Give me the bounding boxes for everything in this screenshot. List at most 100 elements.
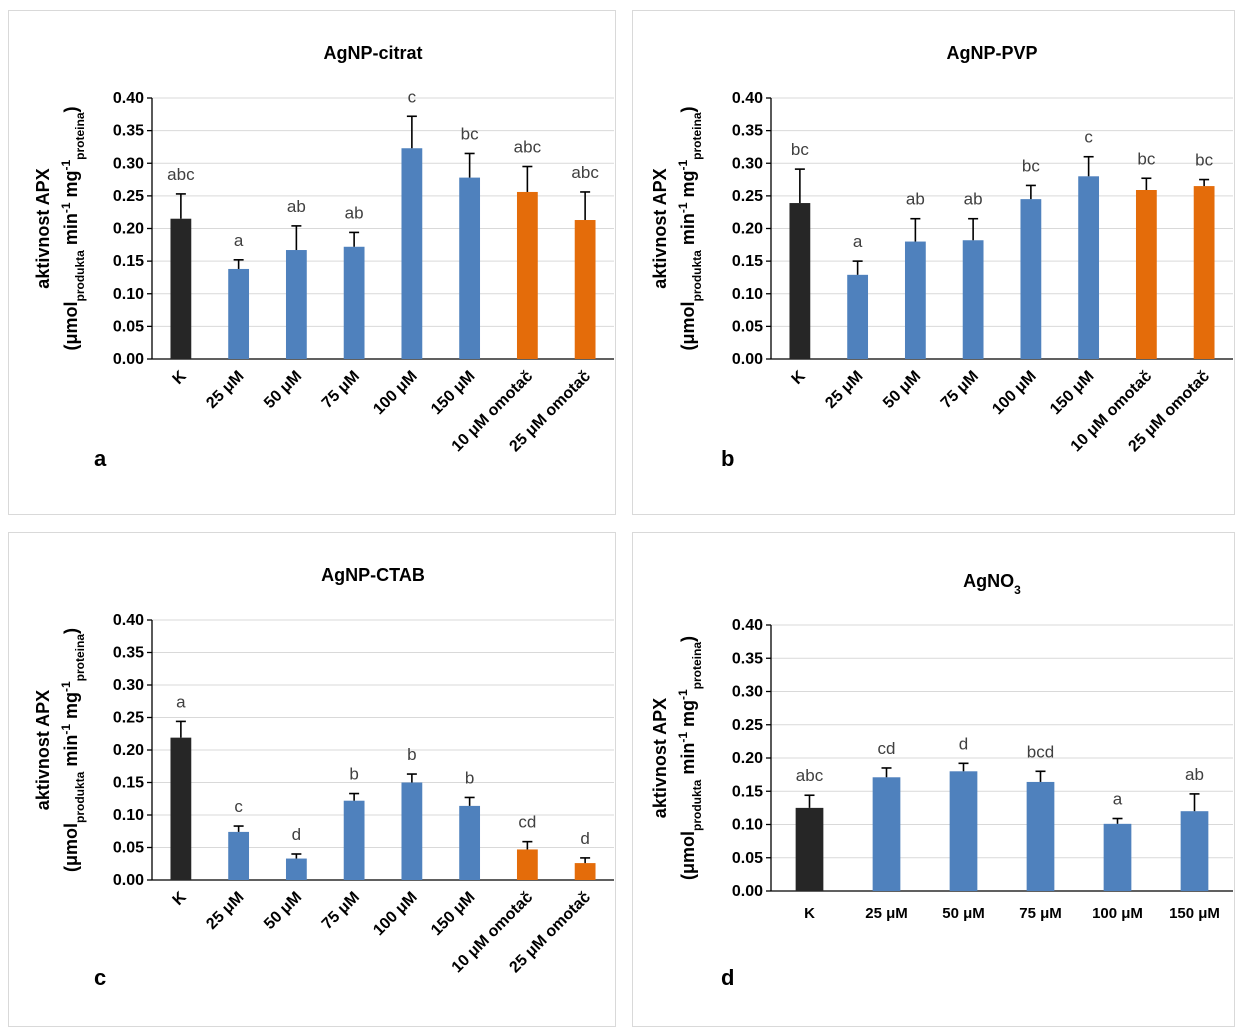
y-tick-label: 0.40 <box>732 617 763 634</box>
y-axis-label-line2: (μmolprodukta min-1 mg-1proteina) <box>676 106 704 350</box>
significance-label-0: bc <box>791 140 809 159</box>
significance-label-1: c <box>234 797 243 816</box>
significance-label-6: cd <box>518 813 536 832</box>
bar-4 <box>1103 823 1132 891</box>
significance-label-3: ab <box>345 203 364 222</box>
y-tick-label: 0.05 <box>113 840 144 857</box>
y-tick-label: 0.15 <box>732 253 763 270</box>
y-axis-label-line1: aktivnost APX <box>33 690 53 810</box>
y-tick-label: 0.25 <box>732 717 763 734</box>
y-tick-label: 0.20 <box>732 750 763 767</box>
y-axis-label-line1: aktivnost APX <box>650 168 670 288</box>
significance-label-3: ab <box>964 190 983 209</box>
x-tick-label-1: 25 μM <box>822 368 866 412</box>
x-tick-label-5: 150 μM <box>428 368 478 418</box>
significance-label-4: a <box>1113 790 1123 809</box>
x-tick-label-3: 75 μM <box>319 368 363 412</box>
panel-letter: c <box>94 965 106 990</box>
y-tick-label: 0.05 <box>113 318 144 335</box>
significance-label-0: a <box>176 692 186 711</box>
y-axis-label-line2: (μmolprodukta min-1 mg-1proteina) <box>59 628 87 872</box>
x-tick-label-5: 150 μM <box>1169 905 1220 922</box>
y-tick-label: 0.15 <box>113 775 144 792</box>
x-tick-label-2: 50 μM <box>942 905 985 922</box>
chart-title-text: AgNO <box>963 571 1014 591</box>
bar-3 <box>1026 781 1055 891</box>
y-axis-label-line1: aktivnost APX <box>33 168 53 288</box>
bar-6 <box>1135 190 1157 359</box>
y-axis-label-line2: (μmolprodukta min-1 mg-1proteina) <box>59 106 87 350</box>
chart-panel-d: AgNO3 0.00 0.05 0.10 0.15 0.20 0.25 0.30 0.35 0.4… <box>632 532 1235 1027</box>
significance-label-2: ab <box>287 197 306 216</box>
y-tick-label: 0.15 <box>732 783 763 800</box>
chart-svg-d: AgNO3 0.00 0.05 0.10 0.15 0.20 0.25 0.30 0.35 0.4… <box>650 571 1233 990</box>
bar-7 <box>1193 186 1215 359</box>
chart-svg-c: AgNP-CTAB 0.00 0.05 0.10 0.15 0.20 0.25 0.30 0.3… <box>33 565 614 990</box>
significance-label-6: bc <box>1137 149 1155 168</box>
x-tick-label-4: 100 μM <box>989 368 1039 418</box>
significance-label-7: abc <box>571 163 599 182</box>
bar-2 <box>285 250 307 359</box>
bar-4 <box>401 148 423 359</box>
bar-2 <box>949 771 978 891</box>
y-tick-label: 0.00 <box>113 872 144 889</box>
bar-2 <box>904 241 926 359</box>
panel-letter: b <box>721 446 734 471</box>
chart-title-subscript: 3 <box>1014 583 1021 597</box>
significance-label-0: abc <box>167 165 195 184</box>
bar-5 <box>459 177 481 359</box>
bar-0 <box>789 203 811 359</box>
y-tick-label: 0.00 <box>732 351 763 368</box>
significance-label-1: a <box>234 231 244 250</box>
bar-0 <box>170 218 192 359</box>
y-tick-label: 0.20 <box>113 221 144 238</box>
y-tick-label: 0.10 <box>113 807 144 824</box>
significance-label-6: abc <box>514 138 542 157</box>
y-tick-label: 0.30 <box>113 155 144 172</box>
significance-label-4: b <box>407 745 416 764</box>
x-tick-label-1: 25 μM <box>203 368 247 412</box>
x-tick-label-0: K <box>789 367 810 388</box>
y-tick-label: 0.35 <box>113 645 144 662</box>
y-tick-label: 0.40 <box>732 90 763 107</box>
y-tick-label: 0.35 <box>732 123 763 140</box>
y-tick-label: 0.15 <box>113 253 144 270</box>
significance-label-4: c <box>408 87 417 106</box>
significance-label-5: c <box>1084 128 1093 147</box>
y-tick-label: 0.35 <box>732 650 763 667</box>
chart-title-text: AgNP-PVP <box>946 43 1037 63</box>
chart-panel-c: AgNP-CTAB 0.00 0.05 0.10 0.15 0.20 0.25 0.30 0.3… <box>8 532 616 1027</box>
bar-6 <box>516 849 538 880</box>
x-tick-label-2: 50 μM <box>261 368 305 412</box>
bar-1 <box>228 268 250 359</box>
chart-title: AgNP-CTAB <box>321 565 425 585</box>
chart-title-text: AgNP-CTAB <box>321 565 425 585</box>
bar-7 <box>574 220 596 359</box>
significance-label-5: b <box>465 768 474 787</box>
bar-3 <box>343 800 365 880</box>
x-tick-label-5: 150 μM <box>1047 368 1097 418</box>
chart-title-text: AgNP-citrat <box>323 43 422 63</box>
significance-label-1: a <box>853 232 863 251</box>
y-tick-label: 0.40 <box>113 90 144 107</box>
panel-letter: a <box>94 446 107 471</box>
y-axis-label-line2: (μmolprodukta min-1 mg-1proteina) <box>676 636 704 880</box>
y-tick-label: 0.25 <box>113 710 144 727</box>
x-tick-label-3: 75 μM <box>319 889 363 933</box>
significance-label-3: bcd <box>1027 742 1054 761</box>
y-tick-label: 0.40 <box>113 612 144 629</box>
bar-1 <box>228 831 250 880</box>
bar-0 <box>795 807 824 891</box>
significance-label-5: bc <box>461 124 479 143</box>
y-axis-label-line1: aktivnost APX <box>650 698 670 818</box>
significance-label-7: bc <box>1195 151 1213 170</box>
x-tick-label-0: K <box>170 888 191 909</box>
y-tick-label: 0.35 <box>113 123 144 140</box>
x-tick-label-3: 75 μM <box>1019 905 1062 922</box>
significance-label-4: bc <box>1022 156 1040 175</box>
y-tick-label: 0.25 <box>113 188 144 205</box>
x-tick-label-2: 50 μM <box>880 368 924 412</box>
x-tick-label-2: 50 μM <box>261 889 305 933</box>
y-tick-label: 0.30 <box>732 684 763 701</box>
bar-2 <box>285 858 307 880</box>
